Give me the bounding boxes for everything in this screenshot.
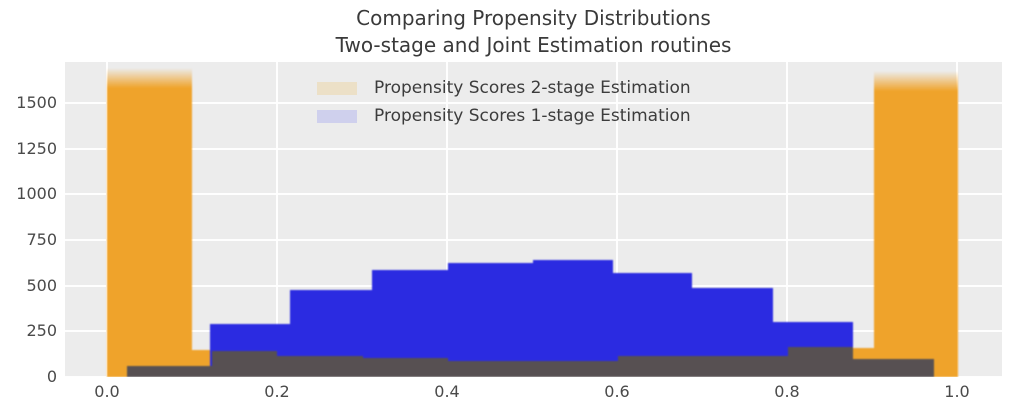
legend-swatch (317, 109, 357, 123)
gridline-y (65, 238, 1002, 241)
histogram-bar-overlap (362, 358, 448, 377)
histogram-bar-overlap (617, 356, 703, 377)
legend-item: Propensity Scores 1-stage Estimation (317, 102, 691, 130)
x-tick-label: 0.4 (434, 382, 460, 401)
gridline-x (616, 62, 618, 377)
histogram-bar-overlap (127, 365, 213, 377)
histogram-bar-overlap (532, 360, 618, 377)
gridline-y (65, 101, 1002, 104)
histogram-bar-1stage (447, 262, 533, 377)
chart-title-line1: Comparing Propensity Distributions (356, 6, 711, 30)
y-tick-label: 750 (26, 229, 57, 249)
x-tick-label: 0.8 (774, 382, 800, 401)
y-tick-label: 0 (46, 367, 57, 386)
y-tick-label: 1000 (16, 184, 57, 204)
legend-item: Propensity Scores 2-stage Estimation (317, 74, 691, 102)
histogram-bar-2stage (107, 68, 192, 377)
histogram-bar-overlap (702, 355, 788, 377)
x-tick-label: 0.2 (264, 382, 290, 401)
y-tick-label: 1500 (16, 92, 57, 112)
y-tick-label: 1250 (16, 138, 57, 158)
y-tick-label: 500 (26, 275, 57, 295)
bars-layer (65, 62, 1002, 377)
chart-title: Comparing Propensity Distributions Two-s… (65, 5, 1002, 59)
histogram-bar-2stage (873, 71, 958, 377)
gridline-x (446, 62, 448, 377)
x-tick-label: 1.0 (944, 382, 970, 401)
x-tick-label: 0.0 (94, 382, 120, 401)
gridline-y (65, 147, 1002, 150)
gridline-x (786, 62, 788, 377)
histogram-bar-overlap (447, 360, 533, 377)
histogram-bar-overlap (277, 356, 363, 377)
y-tick-label: 250 (26, 321, 57, 341)
plot-area: Propensity Scores 2-stage Estimation Prop… (65, 62, 1002, 377)
histogram-bar-overlap (787, 347, 854, 377)
legend-label: Propensity Scores 2-stage Estimation (374, 78, 691, 98)
gridline-x (276, 62, 278, 377)
histogram-bar-1stage (532, 260, 613, 377)
histogram-bar-overlap (212, 351, 277, 377)
chart-title-line2: Two-stage and Joint Estimation routines (335, 33, 732, 57)
x-tick-label: 0.6 (604, 382, 630, 401)
legend: Propensity Scores 2-stage Estimation Prop… (317, 74, 691, 130)
gridline-y (65, 193, 1002, 196)
legend-label: Propensity Scores 1-stage Estimation (374, 106, 691, 126)
histogram-bar-overlap (853, 358, 935, 377)
legend-swatch (317, 81, 357, 95)
